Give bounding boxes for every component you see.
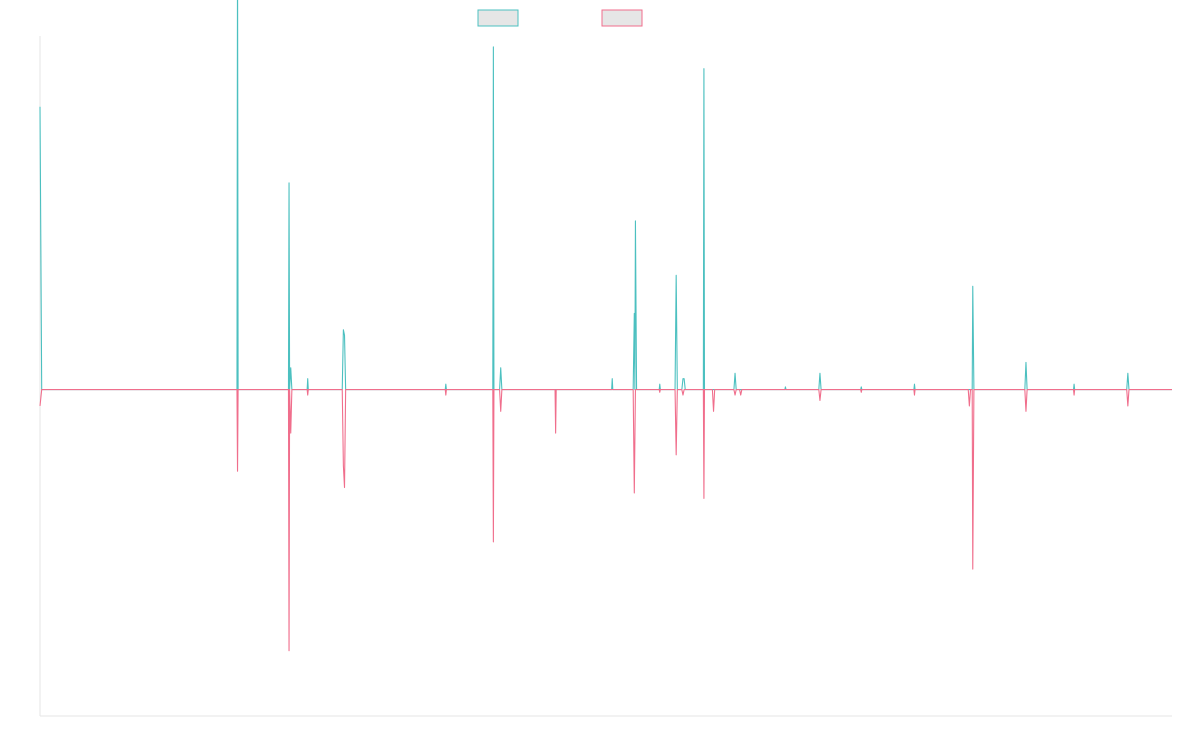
legend-swatch-series-2[interactable] <box>601 9 643 27</box>
legend-swatch-series-1[interactable] <box>477 9 519 27</box>
series-line-1 <box>39 0 1172 391</box>
series-group <box>39 0 1172 652</box>
legend[interactable] <box>477 9 643 27</box>
series-line-2 <box>39 389 1172 652</box>
axes <box>39 36 1172 717</box>
